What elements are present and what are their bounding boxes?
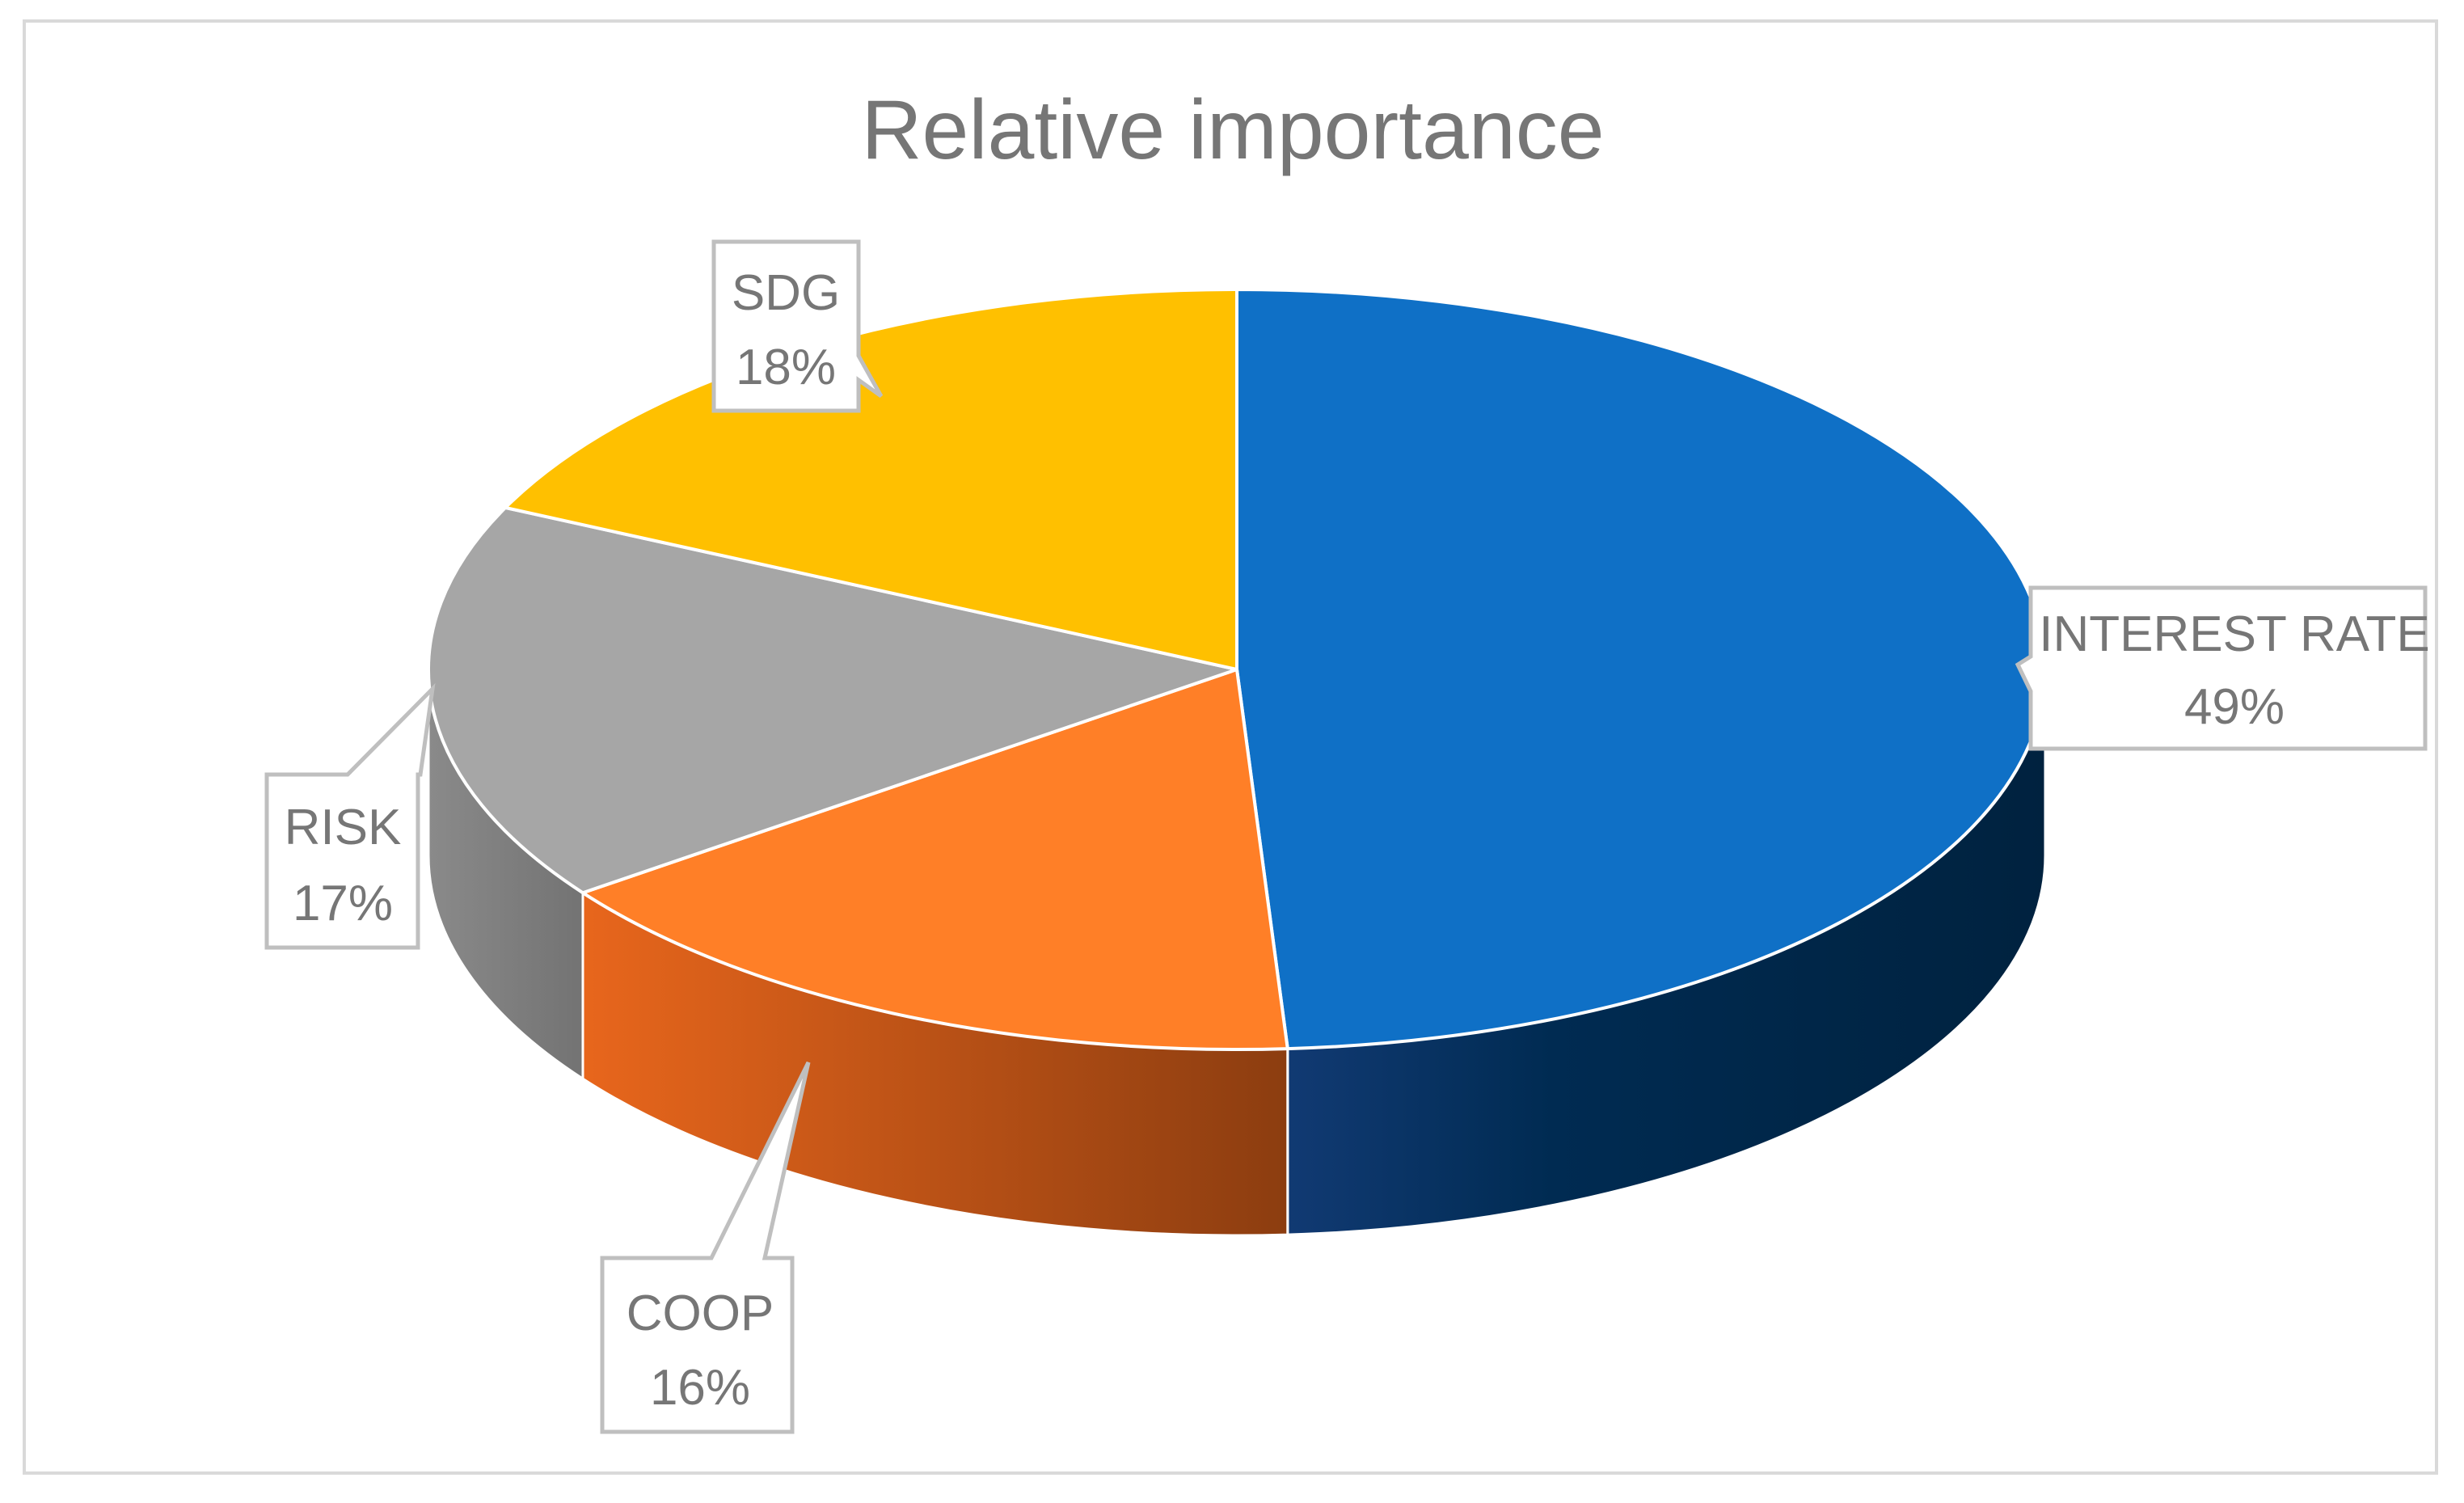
data-label-interest-rate-value: 49%	[2184, 679, 2285, 735]
data-label-sdg: SDG 18%	[711, 239, 884, 413]
data-label-coop: COOP 16%	[600, 1061, 811, 1434]
pie-slices	[427, 288, 2047, 1051]
pie-slice-coop	[580, 668, 1289, 1051]
data-label-coop-value: 16%	[650, 1360, 750, 1416]
chart-title: Relative importance	[861, 83, 1604, 177]
data-label-interest-rate-name: INTEREST RATE	[2039, 606, 2429, 662]
data-label-risk-value: 17%	[293, 876, 393, 931]
data-label-risk-name: RISK	[285, 800, 402, 855]
data-label-interest-rate: INTEREST RATE 49%	[2015, 585, 2430, 751]
data-label-coop-name: COOP	[627, 1286, 774, 1341]
data-label-sdg-name: SDG	[732, 265, 840, 321]
data-label-sdg-value: 18%	[736, 340, 836, 395]
data-label-risk: RISK 17%	[264, 682, 436, 950]
